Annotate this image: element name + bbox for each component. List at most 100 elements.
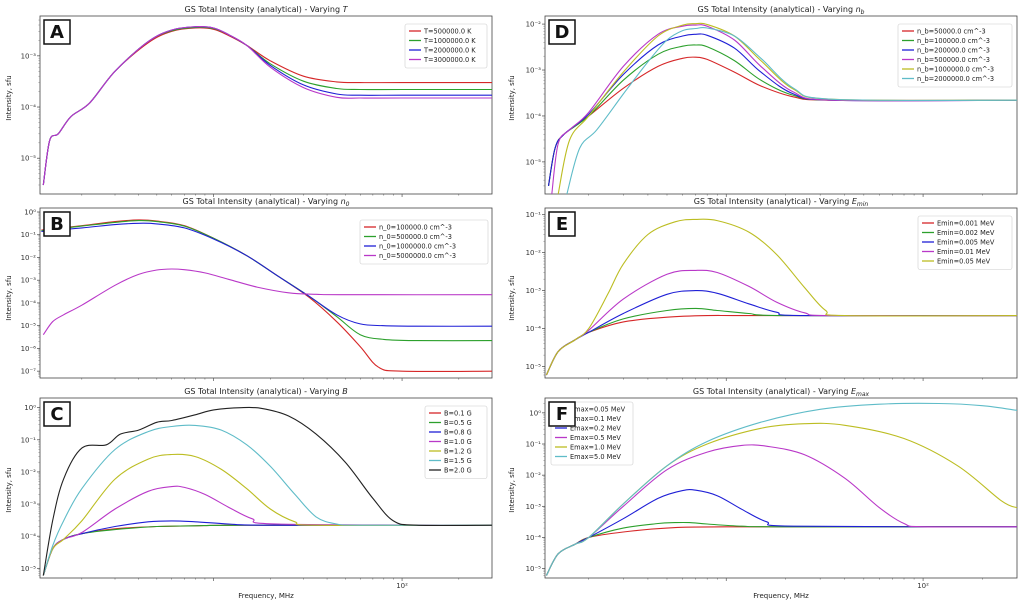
panel-label-f: F: [548, 401, 576, 427]
chart-title-subscript: max: [856, 391, 870, 398]
plot-area: [39, 397, 493, 579]
legend-entry: T=1000000.0 K: [423, 37, 476, 45]
chart-title-main: GS Total Intensity (analytical) - Varyin…: [694, 197, 852, 206]
y-tick-label: 10⁻³: [526, 503, 542, 511]
series-line-5: [42, 453, 492, 576]
legend-entry: n_0=500000.0 cm^-3: [379, 233, 452, 241]
y-tick-label: 10⁻³: [526, 67, 542, 75]
series-group: [547, 22, 1017, 194]
series-line-6: [545, 402, 1017, 576]
y-tick-label: 10⁻⁴: [21, 533, 37, 541]
chart-title: GS Total Intensity (analytical) - Varyin…: [694, 197, 869, 208]
y-tick-label: 10⁻²: [526, 472, 542, 480]
legend-entry: B=1.0 G: [444, 438, 472, 446]
chart-title-main: GS Total Intensity (analytical) - Varyin…: [693, 387, 851, 396]
series-line-6: [566, 26, 1017, 194]
panel-label-c: C: [43, 401, 71, 427]
legend-entry: Emax=5.0 MeV: [570, 453, 621, 461]
y-tick-label: 10⁻²: [21, 254, 37, 262]
legend-entry: B=2.0 G: [444, 466, 472, 474]
panel-label-e: E: [548, 211, 576, 237]
legend-entry: n_b=500000.0 cm^-3: [917, 56, 990, 64]
y-tick-label: 10⁻⁴: [526, 112, 542, 120]
y-tick-label: 10⁻⁶: [21, 345, 37, 353]
panel-label-box: [548, 211, 576, 237]
legend-entry: Emin=0.005 MeV: [937, 238, 995, 246]
chart-title-symbol: E: [851, 387, 857, 396]
chart-title-symbol: E: [852, 197, 858, 206]
legend-entry: n_0=5000000.0 cm^-3: [379, 252, 456, 260]
legend-entry: n_b=100000.0 cm^-3: [917, 37, 990, 45]
panel-label-d: D: [548, 19, 576, 45]
legend-entry: n_0=100000.0 cm^-3: [379, 223, 452, 231]
chart-title: GS Total Intensity (analytical) - Varyin…: [698, 5, 865, 16]
legend-entry: Emax=1.0 MeV: [570, 443, 621, 451]
legend-entry: T=3000000.0 K: [423, 56, 476, 64]
right-axis-label-top: Intensity, sfu: [508, 75, 516, 120]
y-tick-label: 10⁻⁷: [21, 368, 37, 376]
chart-title-main: GS Total Intensity (analytical) - Varyin…: [185, 5, 343, 14]
chart-title: GS Total Intensity (analytical) - Varyin…: [183, 197, 350, 208]
y-tick-label: 10⁰: [24, 209, 36, 217]
y-tick-label: 10⁻⁴: [526, 325, 542, 333]
chart-title-symbol: n: [856, 5, 861, 14]
legend-entry: Emin=0.002 MeV: [937, 229, 995, 237]
ylabel-right-mid: Intensity, sfu: [508, 275, 516, 320]
legend-entry: B=0.5 G: [444, 419, 472, 427]
series-line-4: [42, 268, 492, 336]
panel-label-b: B: [43, 211, 71, 237]
y-tick-label: 10⁻²: [526, 21, 542, 29]
legend: T=500000.0 K T=1000000.0 KT=2000000.0 K T=…: [404, 23, 488, 69]
series-line-6: [42, 424, 492, 576]
legend-entry: B=1.5 G: [444, 457, 472, 465]
chart-title: GS Total Intensity (analytical) - Varyin…: [693, 387, 870, 398]
x-tick-label: 10²: [917, 582, 929, 590]
chart-title-subscript: 0: [346, 201, 350, 208]
series-line-3: [41, 222, 492, 327]
ylabel-left-bottom: Intensity, sfu: [5, 467, 13, 512]
legend-entry: n_b=1000000.0 cm^-3: [917, 65, 994, 73]
chart-title-symbol: n: [341, 197, 346, 206]
chart-panel-f: GS Total Intensity (analytical) - Varyin…: [526, 387, 1018, 600]
panel-label-text: B: [50, 214, 64, 235]
legend: n_b=50000.0 cm^-3n_b=100000.0 cm^-3n_b=2…: [897, 23, 1013, 88]
chart-panel-d: GS Total Intensity (analytical) - Varyin…: [526, 5, 1018, 197]
legend-box: [404, 23, 488, 69]
legend-entry: n_0=1000000.0 cm^-3: [379, 242, 456, 250]
panel-label-box: [43, 211, 71, 237]
legend-entry: Emax=0.5 MeV: [570, 434, 621, 442]
y-tick-label: 10⁻²: [526, 249, 542, 257]
legend-entry: B=0.8 G: [444, 428, 472, 436]
y-tick-label: 10⁻⁵: [21, 322, 37, 330]
left-axis-label-bottom: Intensity, sfu: [5, 467, 13, 512]
legend-entry: n_b=2000000.0 cm^-3: [917, 75, 994, 83]
y-tick-label: 10⁻⁴: [21, 299, 37, 307]
chart-title-symbol: T: [343, 5, 349, 14]
legend-entry: Emin=0.05 MeV: [937, 257, 991, 265]
series-line-5: [545, 218, 1017, 376]
series-line-4: [551, 24, 1017, 194]
legend-entry: Emin=0.001 MeV: [937, 219, 995, 227]
panel-label-text: A: [50, 22, 64, 43]
legend: n_0=100000.0 cm^-3n_0=500000.0 cm^-3n_0=…: [359, 219, 489, 265]
legend-entry: B=0.1 G: [444, 409, 472, 417]
right-axis-label-mid: Intensity, sfu: [508, 275, 516, 320]
chart-title-main: GS Total Intensity (analytical) - Varyin…: [698, 5, 856, 14]
legend-box: [897, 23, 1013, 88]
chart-panel-e: GS Total Intensity (analytical) - Varyin…: [526, 197, 1018, 381]
chart-title-main: GS Total Intensity (analytical) - Varyin…: [184, 387, 342, 396]
legend-entry: Emax=0.05 MeV: [570, 405, 626, 413]
legend-entry: n_b=200000.0 cm^-3: [917, 46, 990, 54]
chart-title-subscript: min: [857, 201, 869, 208]
y-tick-label: 10⁻²: [21, 468, 37, 476]
y-tick-label: 10⁻¹: [526, 441, 542, 449]
legend-box: [359, 219, 489, 265]
panel-label-text: E: [556, 214, 568, 235]
legend: B=0.1 G B=0.5 GB=0.8 G B=1.0 GB=1.2 G B=1.5…: [424, 405, 488, 479]
panel-label-a: A: [43, 19, 71, 45]
legend-entry: B=1.2 G: [444, 447, 472, 455]
y-tick-label: 10⁻⁵: [526, 158, 542, 166]
chart-panel-a: GS Total Intensity (analytical) - Varyin…: [21, 5, 493, 197]
